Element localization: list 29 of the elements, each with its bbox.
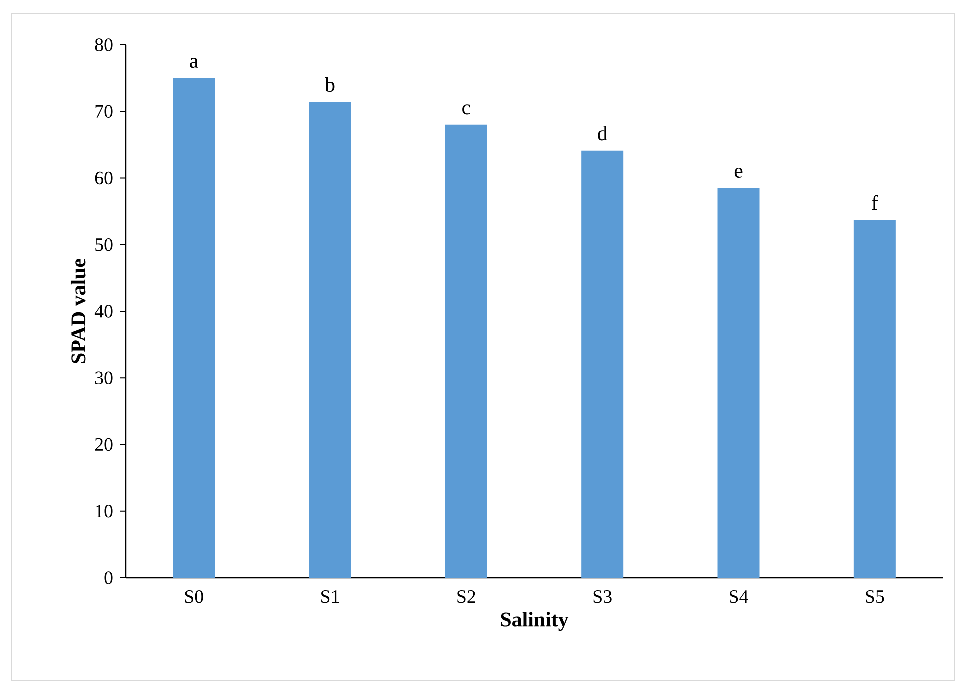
x-tick-label: S1 — [322, 590, 340, 604]
annotation: f — [872, 195, 878, 210]
x-tick-label: S4 — [730, 590, 748, 604]
annotation: a — [190, 58, 198, 68]
bar — [854, 220, 896, 578]
annotation: e — [734, 168, 743, 178]
y-tick-label: 70 — [96, 105, 113, 118]
annotation: b — [325, 77, 335, 92]
y-tick-label: 10 — [96, 504, 113, 518]
x-tick-label: S3 — [594, 590, 612, 604]
annotation: c — [462, 104, 470, 115]
x-axis-title: Salinity — [501, 612, 569, 632]
y-tick-label: 50 — [96, 238, 113, 252]
bar — [173, 78, 216, 578]
annotation: d — [598, 126, 608, 141]
y-tick-label: 40 — [94, 305, 113, 318]
x-tick-label: S0 — [185, 590, 204, 604]
x-tick-label: S5 — [866, 590, 884, 604]
y-axis-title: SPAD value — [70, 259, 86, 364]
y-tick-label: 60 — [95, 172, 113, 185]
bar — [309, 102, 352, 578]
y-tick-label: 30 — [95, 372, 113, 384]
y-tick-label: 20 — [95, 438, 113, 452]
y-tick-label: 80 — [95, 38, 113, 52]
bar — [445, 124, 488, 578]
x-tick-label: S2 — [458, 590, 476, 604]
y-tick-label: 0 — [104, 572, 113, 584]
bar — [718, 188, 760, 578]
bar — [582, 150, 624, 578]
